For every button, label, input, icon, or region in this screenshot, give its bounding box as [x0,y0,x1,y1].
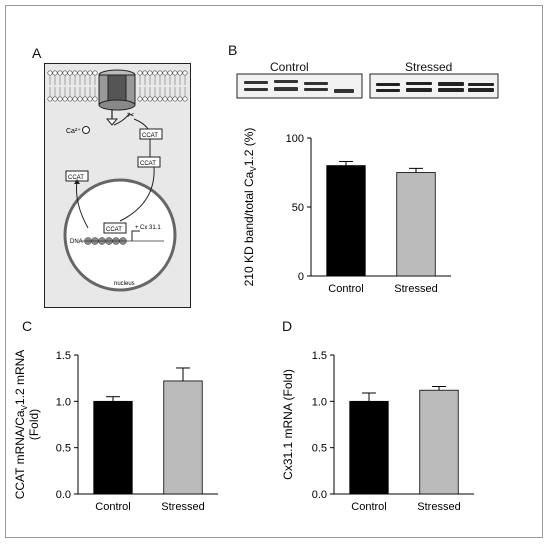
gene-label: Cx 31.1 [140,225,161,231]
x-tick-label: Stressed [417,501,460,513]
western-blot [236,73,499,99]
schematic-diagram: Ca²⁺ ✂ CCAT CCAT CCAT nucleus CCAT DNA +… [44,63,191,308]
panel-label-a: A [32,45,42,61]
bar-stressed [419,389,459,495]
ccat-box-2: CCAT [137,156,161,168]
y-tick-label: 0.5 [56,443,71,455]
ccat-box-1: CCAT [139,128,163,140]
ccat-box-4: CCAT [103,222,127,234]
svg-text:CCAT: CCAT [68,175,84,181]
svg-text:✂: ✂ [127,110,135,120]
calcium-label: Ca²⁺ [66,128,81,135]
membrane [47,70,188,102]
x-tick-label: Control [328,283,363,295]
y-tick-label: 1.5 [56,350,71,362]
y-axis-label-line2: (Fold) [27,409,41,440]
x-tick-label: Stressed [161,501,204,513]
bar-control [93,400,133,495]
blot-stressed-label: Stressed [405,60,453,74]
svg-text:CCAT: CCAT [106,227,122,233]
bar-stressed [396,172,436,277]
y-tick-label: 0 [298,271,304,283]
x-tick-label: Control [95,501,130,513]
y-tick-label: 100 [286,133,304,145]
y-tick-label: 1.0 [56,396,71,408]
channel-icon [98,69,136,111]
nucleus-label: nucleus [114,281,135,287]
y-tick-label: 0.0 [312,489,327,501]
y-tick-label: 0.5 [312,443,327,455]
svg-text:+: + [135,225,139,231]
panel-label-d: D [282,318,293,334]
blot-control-label: Control [270,60,309,74]
y-tick-label: 50 [292,202,304,214]
dna-label: DNA [70,239,83,245]
svg-text:CCAT: CCAT [140,161,156,167]
blot-bands-stressed [376,82,494,92]
svg-text:CCAT: CCAT [142,133,158,139]
y-axis-label: 210 KD band/total CaV1.2 (%) [242,128,258,287]
bar-control [326,165,366,277]
y-tick-label: 0.0 [56,489,71,501]
y-tick-label: 1.0 [312,396,327,408]
figure-frame [5,5,543,538]
blot-bands-control [244,80,354,93]
nucleus [63,178,177,292]
chart-b: 0 50 100 Control Stressed 210 KD band/total C… [242,128,451,295]
x-tick-label: Control [351,501,386,513]
y-tick-label: 1.5 [312,350,327,362]
chart-d: 0.0 0.5 1.0 1.5 Control Stressed Cx31.1 mRNA (… [281,350,474,513]
x-tick-label: Stressed [394,283,437,295]
y-axis-label: Cx31.1 mRNA (Fold) [281,369,295,480]
bar-control [349,400,389,495]
bar-stressed [163,380,203,495]
panel-label-b: B [228,42,238,58]
chart-c: 0.0 0.5 1.0 1.5 Control Stressed CCAT mRNA/CaV… [13,350,218,513]
panel-label-c: C [22,318,33,334]
y-axis-label: CCAT mRNA/CaV1.2 mRNA [13,350,29,500]
